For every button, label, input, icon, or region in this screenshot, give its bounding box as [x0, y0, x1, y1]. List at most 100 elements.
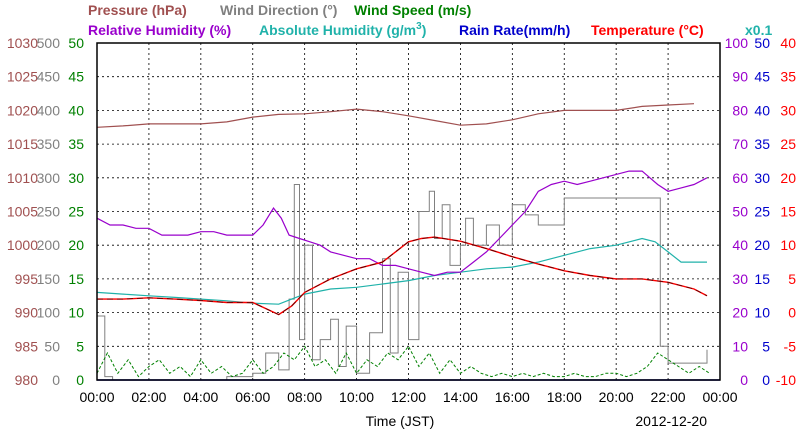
temperature-series-line [97, 236, 708, 316]
rain-rate-tick: 10 [754, 305, 770, 321]
plot-frame [96, 42, 721, 381]
date-label: 2012-12-20 [635, 413, 707, 429]
legend-wind-direction: Wind Direction (°) [220, 2, 337, 18]
multiplier-label: x0.1 [745, 22, 772, 38]
wind-direction-tick: 50 [44, 338, 60, 354]
temperature-tick: 15 [780, 204, 796, 220]
wind-speed-tick: 40 [68, 102, 84, 118]
temperature-tick: -10 [776, 372, 796, 388]
x-tick-label: 02:00 [131, 389, 166, 405]
rain-rate-tick: 0 [762, 372, 770, 388]
relative-humidity-tick: 30 [732, 271, 748, 287]
legend-rain-rate: Rain Rate(mm/h) [459, 22, 570, 38]
legend-wind-speed: Wind Speed (m/s) [354, 2, 471, 18]
x-tick-label: 12:00 [391, 389, 426, 405]
wind-direction-tick: 0 [52, 372, 60, 388]
legend-absolute-humidity: Absolute Humidity (g/m3) [259, 21, 426, 38]
x-tick-label: 10:00 [339, 389, 374, 405]
x-tick-label: 08:00 [287, 389, 322, 405]
x-tick-label: 20:00 [599, 389, 634, 405]
wind-speed-tick: 15 [68, 271, 84, 287]
x-tick-label: 14:00 [443, 389, 478, 405]
wind-speed-tick: 20 [68, 237, 84, 253]
x-tick-label: 18:00 [547, 389, 582, 405]
wind-direction-tick: 450 [37, 69, 61, 85]
temperature-tick: 5 [788, 271, 796, 287]
temperature-tick: 20 [780, 170, 796, 186]
wind-direction-tick: 400 [37, 102, 61, 118]
x-tick-label: 16:00 [495, 389, 530, 405]
rain-rate-tick: 20 [754, 237, 770, 253]
wind-direction-tick: 300 [37, 170, 61, 186]
wind-direction-tick: 200 [37, 237, 61, 253]
x-axis-ticks: 00:00 02:00 04:00 06:00 08:00 10:00 12:00 14:00… [79, 389, 737, 405]
temperature-tick: 0 [788, 305, 796, 321]
wind-speed-tick: 30 [68, 170, 84, 186]
x-tick-label: 04:00 [183, 389, 218, 405]
wind-speed-tick: 10 [68, 305, 84, 321]
relative-humidity-tick: 20 [732, 305, 748, 321]
legend-pressure: Pressure (hPa) [88, 2, 187, 18]
rain-rate-tick: 40 [754, 102, 770, 118]
relative-humidity-tick: 10 [732, 338, 748, 354]
pressure-tick: 985 [15, 338, 39, 354]
wind-direction-tick: 350 [37, 136, 61, 152]
wind-direction-tick: 500 [37, 35, 61, 51]
rain-rate-tick: 5 [762, 338, 770, 354]
x-tick-label: 00:00 [79, 389, 114, 405]
temperature-overlay-line [97, 236, 708, 316]
temperature-tick: 10 [780, 237, 796, 253]
pressure-tick: 980 [15, 372, 39, 388]
temperature-tick: 35 [780, 69, 796, 85]
pressure-tick: 990 [15, 305, 39, 321]
relative-humidity-tick: 0 [740, 372, 748, 388]
pressure-tick: 1020 [7, 102, 38, 118]
temperature-tick: 25 [780, 136, 796, 152]
legend-relative-humidity: Relative Humidity (%) [88, 22, 231, 38]
rain-rate-tick: 35 [754, 136, 770, 152]
temperature-tick: -5 [784, 338, 797, 354]
wind-direction-tick: 250 [37, 204, 61, 220]
wind-speed-tick: 35 [68, 136, 84, 152]
temperature-tick: 30 [780, 102, 796, 118]
x-tick-label: 22:00 [651, 389, 686, 405]
temperature-tick: 40 [780, 35, 796, 51]
wind-speed-tick: 5 [76, 338, 84, 354]
x-axis-label: Time (JST) [366, 413, 435, 429]
x-tick-label: 06:00 [235, 389, 270, 405]
rain-rate-tick: 30 [754, 170, 770, 186]
relative-humidity-tick: 100 [725, 35, 749, 51]
relative-humidity-tick: 70 [732, 136, 748, 152]
pressure-tick: 1030 [7, 35, 38, 51]
wind-direction-tick: 100 [37, 305, 61, 321]
pressure-tick: 1000 [7, 237, 38, 253]
right-axis-ticks: 1009080706050403020100504540353025201510… [725, 35, 797, 388]
rain-rate-tick: 45 [754, 69, 770, 85]
wind-speed-tick: 0 [76, 372, 84, 388]
pressure-series-line [96, 103, 695, 128]
x-tick-label: 00:00 [702, 389, 737, 405]
pressure-tick: 1025 [7, 69, 38, 85]
pressure-tick: 1015 [7, 136, 38, 152]
rain-rate-tick: 50 [754, 35, 770, 51]
legend-row-2: Relative Humidity (%) Absolute Humidity … [88, 21, 772, 38]
series-layer [96, 103, 720, 381]
relative-humidity-tick: 90 [732, 69, 748, 85]
rain-rate-tick: 15 [754, 271, 770, 287]
pressure-tick: 1005 [7, 204, 38, 220]
wind-speed-tick: 50 [68, 35, 84, 51]
relative-humidity-tick: 50 [732, 204, 748, 220]
relative-humidity-series-line [96, 170, 708, 277]
legend-row-1: Pressure (hPa) Wind Direction (°) Wind S… [88, 2, 471, 18]
pressure-tick: 1010 [7, 170, 38, 186]
absolute-humidity-series-line [96, 237, 707, 305]
relative-humidity-tick: 60 [732, 170, 748, 186]
rain-rate-tick: 25 [754, 204, 770, 220]
relative-humidity-tick: 40 [732, 237, 748, 253]
wind-direction-tick: 150 [37, 271, 61, 287]
wind-speed-tick: 25 [68, 204, 84, 220]
wind-direction-series-line [97, 184, 708, 381]
left-axis-ticks: 1030102510201015101010051000995990985980… [7, 35, 84, 388]
